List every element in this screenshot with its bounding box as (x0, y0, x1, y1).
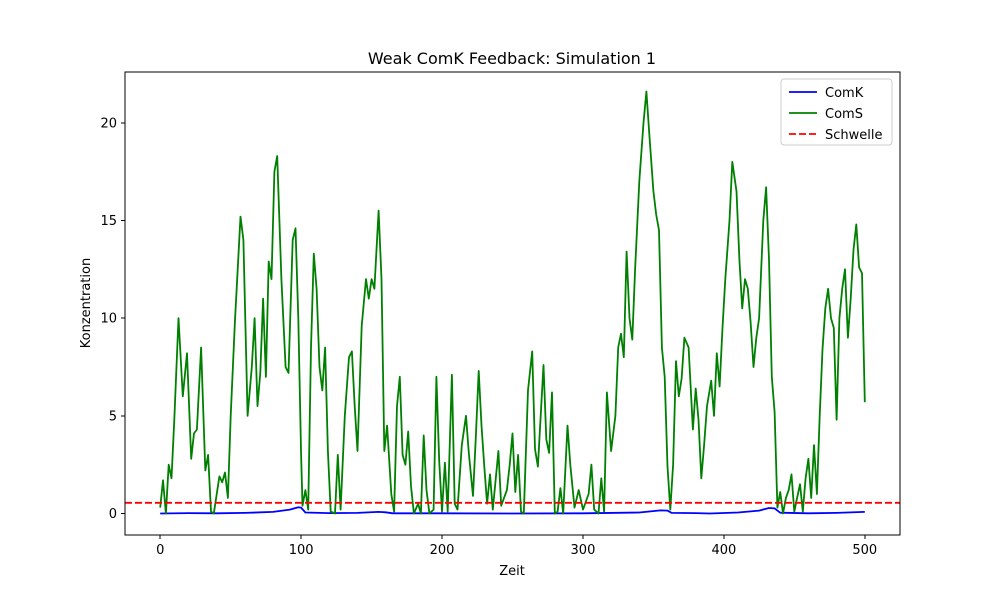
x-axis: 0 100 200 300 400 500 (156, 535, 877, 558)
x-tick-label: 0 (156, 543, 164, 558)
legend-label: ComK (825, 86, 864, 101)
plot-area (125, 90, 900, 515)
y-tick-label: 10 (100, 312, 117, 327)
series-line-comk (160, 506, 865, 515)
series-line-coms (159, 90, 866, 515)
x-axis-label: Zeit (499, 564, 525, 579)
x-tick-label: 100 (289, 543, 314, 558)
x-tick-label: 400 (711, 543, 736, 558)
y-tick-label: 5 (109, 409, 117, 424)
y-tick-label: 0 (109, 507, 117, 522)
y-tick-label: 20 (100, 116, 117, 131)
y-axis: 0 5 10 15 20 (100, 116, 125, 522)
y-tick-label: 15 (100, 214, 117, 229)
chart-title: Weak ComK Feedback: Simulation 1 (368, 49, 656, 68)
legend-label: ComS (825, 107, 863, 122)
legend-box (780, 78, 893, 146)
x-tick-label: 300 (571, 543, 596, 558)
x-tick-label: 500 (852, 543, 877, 558)
x-tick-label: 200 (430, 543, 455, 558)
y-axis-label: Konzentration (79, 258, 94, 348)
axes-frame (124, 71, 901, 536)
legend-label: Schwelle (825, 128, 883, 143)
legend: ComK ComS Schwelle (780, 78, 893, 146)
